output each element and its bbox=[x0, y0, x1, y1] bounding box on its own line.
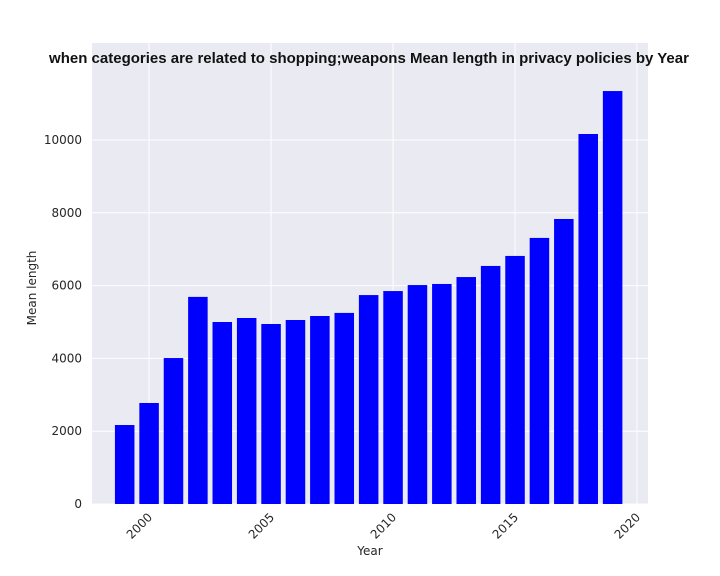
bar bbox=[114, 425, 135, 504]
bar bbox=[383, 291, 403, 504]
x-tick-label: 2020 bbox=[612, 510, 643, 541]
x-tick-label: 2005 bbox=[246, 510, 277, 541]
bar bbox=[456, 277, 477, 504]
x-tick-label: 2010 bbox=[368, 510, 399, 541]
bar bbox=[358, 295, 379, 504]
y-tick-label: 10000 bbox=[44, 133, 82, 147]
bar bbox=[602, 91, 623, 505]
bar bbox=[505, 255, 525, 504]
x-tick-label: 2015 bbox=[490, 510, 521, 541]
bar bbox=[432, 283, 452, 504]
bar bbox=[480, 265, 501, 504]
chart-title: when categories are related to shopping;… bbox=[48, 50, 689, 67]
y-tick-label: 0 bbox=[74, 497, 82, 511]
bar bbox=[212, 322, 233, 504]
bar bbox=[578, 133, 598, 504]
bar bbox=[407, 285, 428, 504]
y-tick-label: 8000 bbox=[51, 206, 82, 220]
bar bbox=[261, 324, 281, 504]
bar bbox=[163, 358, 184, 504]
bar bbox=[139, 402, 159, 504]
bar bbox=[310, 315, 330, 504]
bar bbox=[285, 320, 306, 504]
y-axis-label: Mean length bbox=[25, 251, 39, 326]
bar bbox=[554, 218, 574, 505]
y-tick-label: 4000 bbox=[51, 351, 82, 365]
bar bbox=[188, 296, 208, 504]
x-tick-label: 2000 bbox=[124, 510, 155, 541]
bar bbox=[236, 317, 257, 504]
x-axis-label: Year bbox=[356, 544, 382, 558]
y-tick-label: 6000 bbox=[51, 279, 82, 293]
bar bbox=[529, 237, 550, 504]
bar bbox=[334, 312, 355, 504]
y-tick-label: 2000 bbox=[51, 424, 82, 438]
